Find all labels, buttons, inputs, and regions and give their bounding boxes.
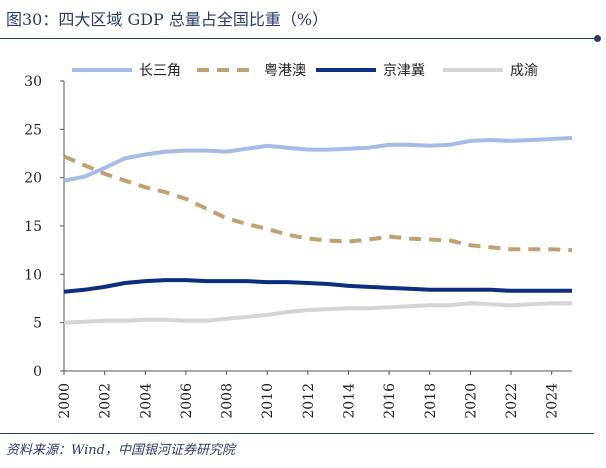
y-tick-label: 25 bbox=[24, 122, 42, 138]
legend-label-2: 京津冀 bbox=[383, 63, 425, 79]
x-tick-label: 2010 bbox=[260, 383, 276, 419]
source-note: 资料来源：Wind，中国银河证券研究院 bbox=[6, 443, 235, 458]
x-tick-label: 2006 bbox=[179, 383, 195, 419]
x-tick-label: 2016 bbox=[382, 383, 398, 419]
chart-series bbox=[63, 136, 573, 325]
source-divider bbox=[0, 433, 594, 434]
figure-title: 图30：四大区域 GDP 总量占全国比重（%） bbox=[6, 10, 329, 29]
chart-axes: 0 5 10 15 20 25 30 2000 2002 2004 2006 2008 2010 2012… bbox=[24, 74, 572, 419]
series-line-3 bbox=[63, 301, 572, 325]
x-tick-label: 2008 bbox=[220, 383, 236, 419]
x-tick-label: 2002 bbox=[98, 383, 114, 419]
series-line-0 bbox=[63, 136, 573, 183]
y-tick-label: 15 bbox=[24, 219, 42, 235]
x-tick-label: 2004 bbox=[138, 383, 154, 419]
x-tick-label: 2022 bbox=[504, 383, 520, 419]
title-divider-dot bbox=[594, 35, 601, 42]
x-tick-label: 2000 bbox=[57, 383, 73, 419]
legend-label-3: 成渝 bbox=[510, 63, 538, 79]
x-tick-label: 2014 bbox=[341, 383, 357, 419]
series-line-2 bbox=[63, 278, 572, 294]
x-tick-label: 2020 bbox=[463, 383, 479, 419]
y-tick-label: 20 bbox=[24, 171, 42, 187]
y-tick-label: 10 bbox=[24, 267, 42, 283]
legend-label-1: 粤港澳 bbox=[264, 63, 306, 79]
chart-legend: 长三角 粤港澳 京津冀 成渝 bbox=[72, 63, 538, 79]
title-divider bbox=[0, 38, 594, 39]
x-tick-label: 2024 bbox=[545, 383, 561, 419]
legend-label-0: 长三角 bbox=[139, 63, 181, 79]
y-tick-label: 0 bbox=[33, 364, 42, 380]
x-tick-label: 2018 bbox=[423, 383, 439, 419]
y-tick-label: 5 bbox=[33, 316, 42, 332]
series-line-1 bbox=[63, 154, 573, 253]
y-tick-label: 30 bbox=[24, 74, 42, 90]
x-tick-label: 2012 bbox=[301, 383, 317, 419]
